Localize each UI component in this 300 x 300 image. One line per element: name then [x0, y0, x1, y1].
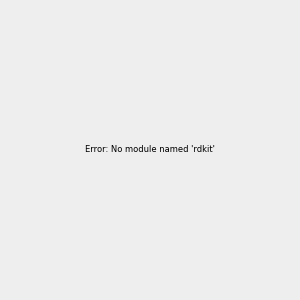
- Text: Error: No module named 'rdkit': Error: No module named 'rdkit': [85, 146, 215, 154]
